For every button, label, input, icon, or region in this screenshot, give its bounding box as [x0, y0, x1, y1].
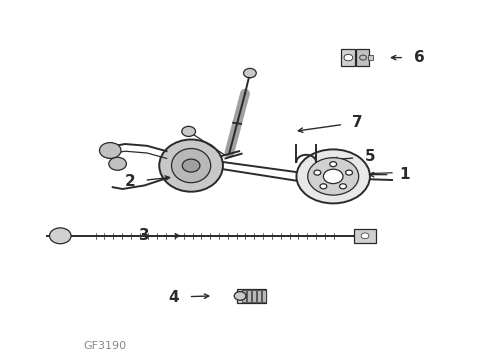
Ellipse shape [159, 140, 223, 192]
Ellipse shape [172, 149, 211, 183]
Circle shape [320, 184, 327, 189]
FancyBboxPatch shape [257, 290, 261, 302]
Circle shape [314, 170, 321, 175]
Text: 1: 1 [399, 167, 410, 182]
Circle shape [330, 162, 337, 167]
Circle shape [308, 158, 359, 195]
FancyBboxPatch shape [368, 55, 373, 60]
FancyBboxPatch shape [247, 290, 251, 302]
Text: 2: 2 [124, 174, 135, 189]
Circle shape [344, 54, 353, 61]
Circle shape [99, 143, 121, 158]
Circle shape [323, 169, 343, 184]
FancyBboxPatch shape [354, 229, 376, 243]
Circle shape [49, 228, 71, 244]
Text: 5: 5 [365, 149, 375, 164]
FancyBboxPatch shape [242, 290, 246, 302]
FancyBboxPatch shape [262, 290, 266, 302]
Circle shape [182, 159, 200, 172]
Circle shape [109, 157, 126, 170]
Circle shape [340, 184, 346, 189]
Text: 3: 3 [139, 228, 150, 243]
FancyBboxPatch shape [356, 49, 369, 66]
Circle shape [182, 126, 196, 136]
Circle shape [234, 292, 246, 300]
Circle shape [361, 233, 369, 239]
Circle shape [244, 68, 256, 78]
Circle shape [345, 170, 352, 175]
Text: 7: 7 [352, 115, 363, 130]
Circle shape [296, 149, 370, 203]
Text: GF3190: GF3190 [84, 341, 127, 351]
FancyBboxPatch shape [252, 290, 256, 302]
Text: 6: 6 [414, 50, 424, 65]
FancyBboxPatch shape [237, 289, 266, 303]
Text: 4: 4 [169, 289, 179, 305]
FancyBboxPatch shape [341, 49, 355, 66]
